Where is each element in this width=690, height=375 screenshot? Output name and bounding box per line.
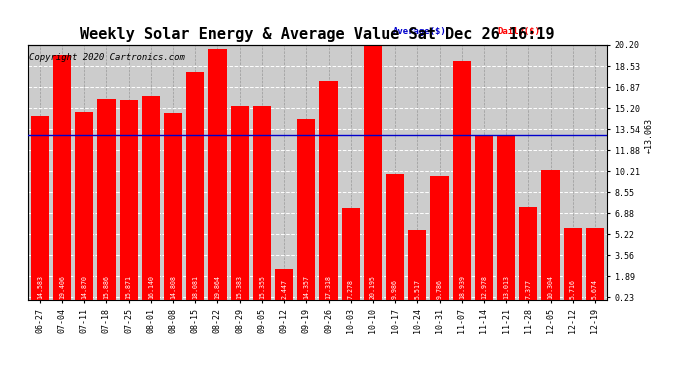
Bar bbox=[319, 81, 337, 300]
Bar bbox=[431, 177, 448, 300]
Text: 18.939: 18.939 bbox=[459, 275, 465, 299]
Bar bbox=[186, 72, 204, 300]
Text: 2.447: 2.447 bbox=[281, 279, 287, 299]
Bar bbox=[297, 119, 315, 300]
Bar bbox=[497, 136, 515, 300]
Text: Copyright 2020 Cartronics.com: Copyright 2020 Cartronics.com bbox=[29, 53, 185, 62]
Bar bbox=[520, 207, 538, 300]
Bar bbox=[97, 99, 115, 300]
Text: 16.140: 16.140 bbox=[148, 275, 154, 299]
Bar bbox=[453, 61, 471, 300]
Bar bbox=[475, 136, 493, 300]
Text: 17.318: 17.318 bbox=[326, 275, 331, 299]
Bar bbox=[564, 228, 582, 300]
Text: 9.786: 9.786 bbox=[437, 279, 442, 299]
Text: 18.081: 18.081 bbox=[193, 275, 198, 299]
Bar bbox=[53, 55, 71, 300]
Text: 15.886: 15.886 bbox=[104, 275, 110, 299]
Bar bbox=[542, 170, 560, 300]
Text: 7.278: 7.278 bbox=[348, 279, 354, 299]
Bar bbox=[75, 112, 93, 300]
Text: 7.377: 7.377 bbox=[525, 279, 531, 299]
Bar bbox=[586, 228, 604, 300]
Text: 9.986: 9.986 bbox=[392, 279, 398, 299]
Text: 15.871: 15.871 bbox=[126, 275, 132, 299]
Text: 14.583: 14.583 bbox=[37, 275, 43, 299]
Text: 19.406: 19.406 bbox=[59, 275, 65, 299]
Bar bbox=[364, 45, 382, 300]
Text: ←13.063: ←13.063 bbox=[645, 118, 654, 153]
Bar bbox=[386, 174, 404, 300]
Text: 15.355: 15.355 bbox=[259, 275, 265, 299]
Text: 12.978: 12.978 bbox=[481, 275, 487, 299]
Text: 15.383: 15.383 bbox=[237, 275, 243, 299]
Bar bbox=[141, 96, 160, 300]
Text: 14.357: 14.357 bbox=[304, 275, 309, 299]
Text: 5.517: 5.517 bbox=[414, 279, 420, 299]
Bar bbox=[31, 116, 49, 300]
Title: Weekly Solar Energy & Average Value Sat Dec 26 16:19: Weekly Solar Energy & Average Value Sat … bbox=[80, 27, 555, 42]
Text: 19.864: 19.864 bbox=[215, 275, 221, 299]
Text: 10.304: 10.304 bbox=[548, 275, 553, 299]
Text: Average($): Average($) bbox=[393, 27, 446, 36]
Text: 5.716: 5.716 bbox=[570, 279, 575, 299]
Text: 14.870: 14.870 bbox=[81, 275, 87, 299]
Text: 14.808: 14.808 bbox=[170, 275, 176, 299]
Bar bbox=[119, 100, 138, 300]
Bar bbox=[342, 208, 359, 300]
Bar bbox=[164, 113, 182, 300]
Bar bbox=[208, 49, 226, 300]
Text: 5.674: 5.674 bbox=[592, 279, 598, 299]
Text: 20.195: 20.195 bbox=[370, 275, 376, 299]
Text: 13.013: 13.013 bbox=[503, 275, 509, 299]
Bar bbox=[408, 230, 426, 300]
Bar bbox=[275, 269, 293, 300]
Bar bbox=[253, 106, 271, 300]
Bar bbox=[230, 106, 249, 300]
Text: Daily($): Daily($) bbox=[497, 27, 540, 36]
